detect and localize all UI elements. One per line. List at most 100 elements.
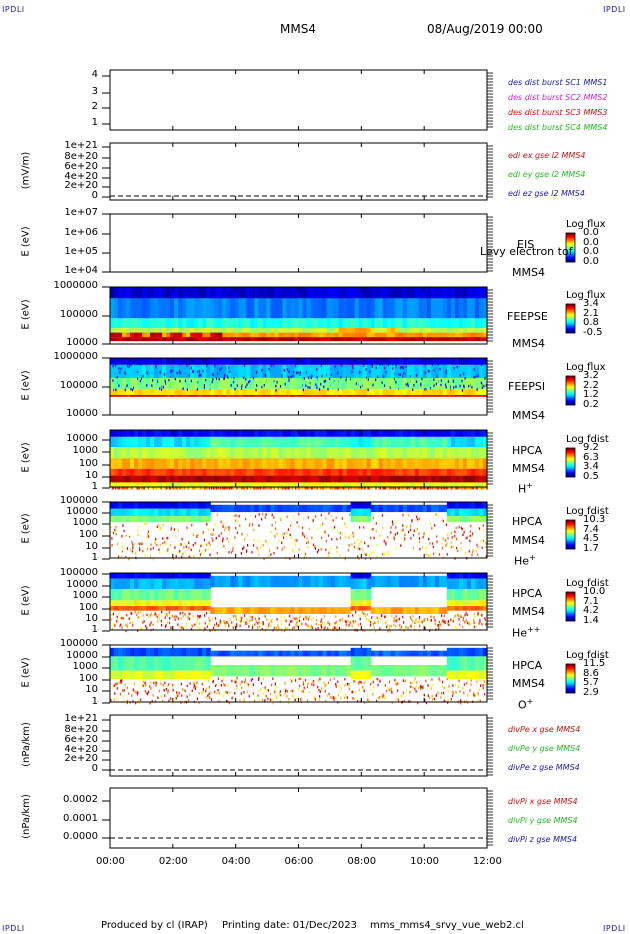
hpca_he-ylabel: E (eV) (20, 513, 32, 544)
edi-ytick-label: 1e+21 (64, 140, 98, 151)
divpi-frame (109, 787, 488, 849)
hpca_hepp-colorbar-title: Log fdist (566, 578, 609, 589)
hpca_hepp-colorbar (566, 592, 575, 622)
eis-label-0: EIS (517, 238, 535, 251)
hpca_h-species-label: H+ (518, 481, 533, 496)
divpi-ytick-label: 0.0001 (63, 813, 98, 824)
eis-frame (109, 213, 488, 273)
divpe-ytick-label: 2e+20 (64, 753, 98, 764)
eis-colorbar-tick: 0.0 (583, 246, 599, 257)
hpca_h-ytick-label: 1 (91, 481, 98, 492)
hpca_he-label-1: MMS4 (512, 534, 545, 547)
eis-colorbar-tick: 0.0 (583, 227, 599, 238)
hpca_he-colorbar-frame (565, 519, 576, 550)
hpca_he-species-base: He (514, 554, 530, 568)
divpe-ytick-label: 4e+20 (64, 744, 98, 755)
hpca_o-ytick-label: 1000 (72, 661, 98, 672)
eis-overlay-text: Levy electron tof (480, 245, 573, 258)
hpca_h-species-base: H (518, 482, 527, 496)
feepsi-colorbar-frame (565, 375, 576, 406)
hpca_o-colorbar (566, 664, 575, 694)
eis-ytick-label: 1e+06 (64, 227, 98, 238)
edi-ylabel: (mV/m) (20, 151, 32, 189)
feepsi-label-0: FEEPSI (508, 380, 546, 393)
edi-frame (109, 142, 488, 201)
divpi-ytick-label: 0.0002 (63, 794, 98, 805)
corner-label-top-right: IPDLI (603, 5, 626, 14)
x-axis-tick-label: 12:00 (473, 856, 502, 867)
eis-ylabel: E (eV) (20, 226, 32, 257)
edi-ytick-label: 0 (91, 190, 98, 201)
feepsi-ytick-label: 10000 (66, 408, 98, 419)
feepsi-ytick-label: 1000000 (53, 351, 98, 362)
feepse-colorbar (566, 304, 575, 334)
hpca_hepp-ytick-label: 100000 (59, 567, 98, 578)
hpca_o-colorbar-title: Log fdist (566, 650, 609, 661)
hpca_he-ytick-label: 10 (85, 541, 98, 552)
burst-legend-item: des dist burst SC3 MMS3 (508, 108, 608, 117)
feepsi-colorbar-title: Log flux (566, 362, 606, 373)
x-axis-tick-label: 10:00 (410, 856, 439, 867)
hpca_o-species-base: O (518, 698, 527, 712)
hpca_he-colorbar (566, 520, 575, 550)
feepse-colorbar-tick: -0.5 (583, 326, 603, 338)
eis-label-1: MMS4 (512, 266, 545, 279)
hpca_hepp-colorbar-frame (565, 591, 576, 622)
divpe-legend-item: divPe y gse MMS4 (508, 744, 581, 753)
corner-label-bottom-left: IPDLI (2, 924, 25, 933)
hpca_hepp-species-base: He (512, 626, 528, 640)
feepsi-colorbar-tick: 1.2 (583, 389, 599, 400)
burst-ytick-label: 2 (91, 101, 98, 112)
hpca_he-colorbar-tick: 7.4 (583, 523, 599, 535)
hpca_he-colorbar-title: Log fdist (566, 506, 609, 517)
hpca_hepp-label-1: MMS4 (512, 605, 545, 618)
edi-ytick-label: 6e+20 (64, 161, 98, 172)
hpca_hepp-label-0: HPCA (512, 587, 543, 600)
hpca_he-ytick-label: 100000 (59, 495, 98, 506)
divpe-ytick-label: 1e+21 (64, 713, 98, 724)
divpi-ylabel: (nPa/km) (20, 794, 32, 839)
hpca_o-ytick-label: 10 (85, 684, 98, 695)
hpca_hepp-ytick-label: 10000 (66, 579, 98, 590)
hpca_o-colorbar-tick: 8.6 (583, 667, 599, 679)
burst-legend-item: des dist burst SC4 MMS4 (508, 123, 608, 132)
hpca_o-species-charge: + (526, 697, 534, 706)
feepsi-colorbar-tick: 3.2 (583, 370, 599, 381)
feepse-colorbar-tick: 0.8 (583, 317, 599, 328)
hpca_h-ytick-label: 10000 (66, 433, 98, 444)
burst-ytick-label: 4 (91, 69, 98, 80)
hpca_o-ytick-label: 100 (78, 673, 98, 684)
divpe-ylabel: (nPa/km) (20, 721, 32, 767)
hpca_hepp-species-charge: ++ (527, 625, 541, 634)
burst-legend-item: des dist burst SC1 MMS1 (508, 78, 608, 87)
feepse-ytick-label: 100000 (59, 309, 98, 320)
hpca_he-colorbar-tick: 1.7 (583, 542, 599, 554)
divpi-ytick-label: 0.0000 (63, 831, 98, 842)
hpca_h-colorbar-tick: 6.3 (583, 451, 599, 463)
eis-ytick-label: 1e+04 (64, 265, 98, 276)
corner-label-top-left: IPDLI (2, 5, 25, 14)
hpca_h-species-charge: + (526, 481, 533, 490)
burst-ytick-label: 3 (91, 86, 98, 97)
eis-colorbar (566, 233, 575, 263)
feepsi-ytick-label: 100000 (59, 380, 98, 391)
feepse-ylabel: E (eV) (20, 298, 32, 330)
hpca_he-species-label: He+ (514, 553, 536, 568)
divpe-frame (109, 714, 488, 777)
hpca_o-label-0: HPCA (512, 659, 543, 672)
feepsi-label-1: MMS4 (512, 409, 545, 422)
eis-colorbar-frame (565, 232, 576, 263)
feepse-colorbar-tick: 3.4 (583, 298, 599, 309)
eis-colorbar-title: Log flux (566, 219, 606, 230)
hpca_hepp-ytick-label: 1000 (72, 590, 98, 601)
corner-label-bottom-right: IPDLI (603, 924, 626, 933)
edi-ytick-label: 2e+20 (64, 180, 98, 191)
divpe-ytick-label: 6e+20 (64, 734, 98, 745)
divpi-legend-item: divPi z gse MMS4 (508, 835, 578, 844)
hpca_h-ylabel: E (eV) (20, 441, 32, 473)
hpca_o-ylabel: E (eV) (20, 656, 32, 688)
hpca_o-ytick-label: 100000 (59, 638, 98, 649)
hpca_h-colorbar (566, 448, 575, 478)
eis-ytick-label: 1e+05 (64, 246, 98, 257)
